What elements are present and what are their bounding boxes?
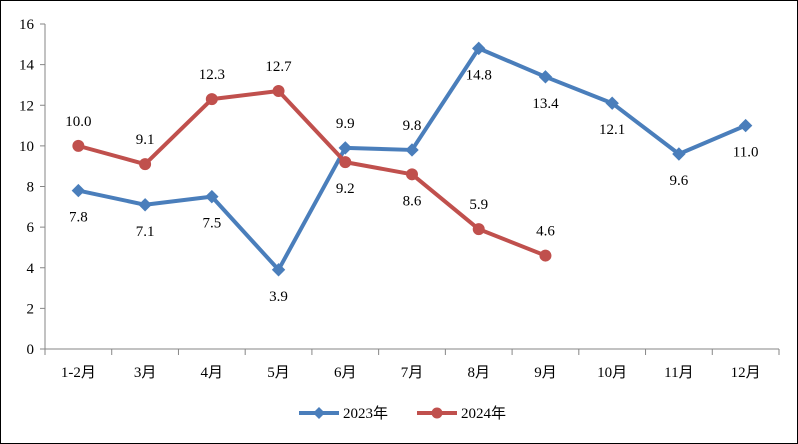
axes: 0 2 4 6 8 10 12 14 16 1-2月 3月 4月 5月 6月 7月 8月 9月 10月 11月 12月 (19, 17, 780, 381)
data-point (538, 70, 553, 84)
series-line (77, 89, 547, 258)
data-label: 5.9 (469, 197, 488, 213)
y-tick-label: 4 (27, 261, 35, 277)
data-labels: 7.8 7.1 7.5 3.9 9.9 9.8 14.8 13.4 12.1 9.6 11.0 10.… (65, 59, 758, 305)
data-point (472, 223, 485, 236)
x-tick-label: 9月 (534, 365, 557, 381)
data-point (738, 118, 753, 133)
data-label: 9.8 (403, 118, 422, 134)
data-label: 7.5 (202, 216, 221, 232)
data-label: 9.2 (336, 181, 355, 197)
data-point (139, 158, 152, 171)
data-label: 10.0 (65, 114, 91, 130)
data-label: 13.4 (532, 96, 559, 112)
data-point (605, 96, 619, 110)
y-tick-label: 12 (19, 98, 34, 114)
y-tick-label: 0 (27, 342, 35, 358)
data-point (339, 156, 352, 169)
x-tick-label: 7月 (401, 365, 424, 381)
x-tick-label: 1-2月 (61, 365, 96, 381)
data-point (338, 141, 352, 155)
y-tick-label: 14 (19, 58, 35, 74)
data-label: 3.9 (269, 289, 288, 305)
data-point (72, 139, 85, 152)
data-label: 12.1 (599, 122, 625, 138)
data-label: 8.6 (403, 193, 422, 209)
data-label: 7.8 (69, 210, 88, 226)
legend-item-1: 2024年 (417, 405, 506, 422)
data-label: 7.1 (136, 224, 155, 240)
data-point (138, 198, 152, 212)
x-tick-label: 3月 (134, 365, 157, 381)
data-label: 4.6 (536, 224, 555, 240)
series-line (77, 46, 747, 272)
series-0 (71, 41, 753, 277)
x-tick-label: 8月 (467, 365, 490, 381)
y-tick-label: 2 (27, 301, 35, 317)
data-label: 9.9 (336, 116, 355, 132)
data-label: 14.8 (466, 67, 492, 83)
legend-label: 2023年 (343, 405, 388, 422)
x-tick-label: 11月 (664, 365, 693, 381)
data-point (71, 183, 86, 198)
series-1 (72, 85, 552, 262)
y-tick-label: 16 (19, 17, 35, 33)
data-point (672, 147, 686, 161)
data-point (405, 143, 419, 157)
data-label: 12.3 (199, 67, 225, 83)
legend-marker (313, 407, 325, 419)
legend-item-0: 2023年 (299, 405, 388, 422)
x-tick-label: 5月 (267, 365, 290, 381)
data-point (271, 263, 286, 277)
data-point (205, 93, 218, 106)
x-tick-label: 4月 (201, 365, 224, 381)
y-tick-label: 6 (27, 220, 35, 236)
series-group (71, 41, 753, 277)
legend: 2023年 2024年 (299, 405, 506, 422)
legend-label: 2024年 (461, 405, 506, 422)
y-tick-label: 10 (19, 139, 34, 155)
data-label: 9.1 (136, 132, 155, 148)
x-tick-label: 12月 (731, 365, 761, 381)
legend-marker (431, 407, 443, 419)
data-point (272, 85, 285, 98)
x-tick-label: 6月 (334, 365, 357, 381)
data-point (406, 168, 418, 181)
data-label: 9.6 (670, 173, 689, 189)
data-point (539, 249, 552, 262)
x-tick-label: 10月 (597, 365, 627, 381)
data-point (472, 41, 486, 56)
data-point (205, 189, 219, 204)
data-label: 11.0 (733, 145, 759, 161)
data-label: 12.7 (265, 59, 292, 75)
y-tick-label: 8 (27, 180, 35, 196)
